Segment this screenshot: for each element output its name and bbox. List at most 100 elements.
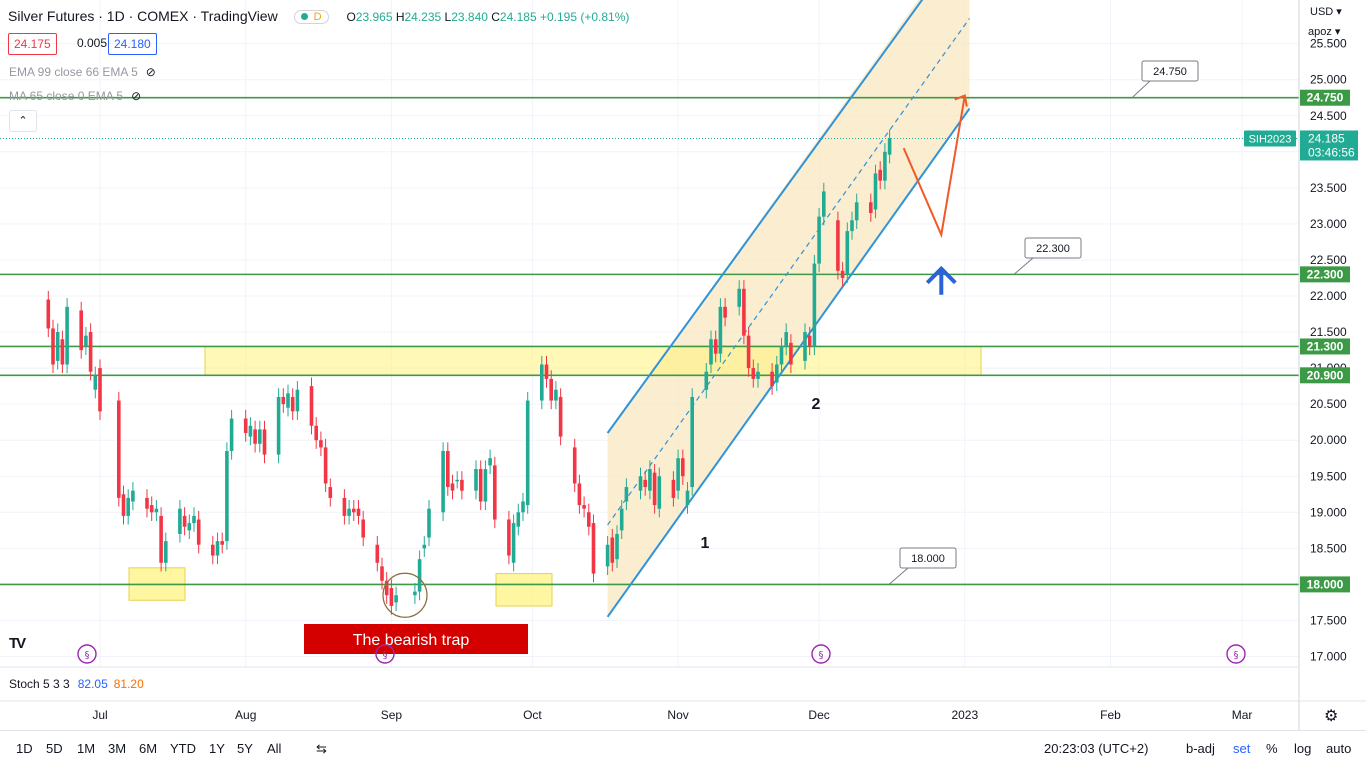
candle-body[interactable] (887, 138, 892, 155)
timeframe-3m[interactable]: 3M (108, 741, 127, 756)
candle-body[interactable] (756, 371, 760, 379)
candle-body[interactable] (648, 469, 652, 491)
candle-body[interactable] (192, 515, 196, 524)
candle-body[interactable] (187, 523, 192, 531)
candle-body[interactable] (483, 469, 488, 502)
buy-price-button[interactable]: 24.180 (108, 33, 157, 55)
timeframe-ytd[interactable]: YTD (170, 741, 196, 756)
candle-body[interactable] (685, 490, 690, 506)
market-status-badge[interactable]: D (293, 10, 329, 24)
candle-body[interactable] (822, 191, 826, 217)
candle-body[interactable] (196, 519, 201, 545)
candle-body[interactable] (441, 451, 445, 513)
dividend-icon[interactable] (1226, 644, 1246, 664)
timeframe-1d[interactable]: 1D (16, 741, 33, 756)
candle-body[interactable] (681, 458, 685, 477)
candle-body[interactable] (516, 512, 521, 527)
candle-body[interactable] (422, 544, 427, 549)
candle-body[interactable] (375, 544, 380, 563)
candle-body[interactable] (488, 458, 492, 466)
candle-body[interactable] (540, 364, 544, 401)
timeframe-all[interactable]: All (267, 741, 282, 756)
candle-body[interactable] (220, 541, 224, 545)
candle-body[interactable] (290, 396, 295, 412)
candle-body[interactable] (883, 151, 887, 181)
candle-body[interactable] (812, 263, 817, 347)
candle-body[interactable] (850, 220, 854, 232)
candle-body[interactable] (709, 339, 713, 365)
candle-body[interactable] (394, 595, 398, 603)
auto-scale-toggle[interactable]: auto (1326, 741, 1352, 756)
candle-body[interactable] (126, 497, 130, 516)
log-scale-toggle[interactable]: log (1294, 741, 1312, 756)
candle-body[interactable] (638, 476, 643, 491)
candle-body[interactable] (262, 429, 267, 455)
candle-body[interactable] (807, 335, 812, 347)
candle-body[interactable] (323, 447, 328, 484)
candle-body[interactable] (93, 375, 98, 390)
settlement-toggle[interactable]: set (1233, 741, 1251, 756)
candle-body[interactable] (88, 332, 93, 372)
candle-body[interactable] (389, 588, 394, 607)
candle-body[interactable] (784, 332, 788, 347)
candle-body[interactable] (840, 270, 845, 278)
candle-body[interactable] (145, 497, 149, 509)
candle-body[interactable] (474, 469, 478, 491)
candle-body[interactable] (121, 494, 126, 516)
dividend-icon[interactable] (375, 644, 395, 664)
candle-body[interactable] (361, 519, 365, 538)
candle-body[interactable] (347, 508, 351, 516)
candle-body[interactable] (117, 400, 121, 498)
candle-body[interactable] (159, 515, 163, 563)
candle-body[interactable] (587, 512, 591, 527)
candle-body[interactable] (460, 479, 464, 491)
candle-body[interactable] (605, 544, 610, 567)
callout-box[interactable] (1024, 237, 1082, 259)
candle-body[interactable] (79, 310, 83, 351)
candle-body[interactable] (413, 591, 417, 596)
candle-body[interactable] (746, 335, 751, 369)
channel-upper-line[interactable] (606, 0, 946, 434)
candle-body[interactable] (817, 216, 821, 264)
candle-body[interactable] (131, 490, 135, 502)
candle-body[interactable] (182, 515, 187, 527)
candle-body[interactable] (98, 368, 102, 412)
currency-selector[interactable]: USD ▾ (1310, 6, 1342, 18)
candle-body[interactable] (572, 447, 577, 484)
candle-body[interactable] (742, 288, 746, 336)
candle-body[interactable] (671, 479, 676, 498)
callout-box[interactable] (899, 547, 957, 569)
candle-body[interactable] (657, 476, 662, 509)
candle-body[interactable] (836, 220, 840, 271)
candle-body[interactable] (478, 469, 483, 502)
candle-body[interactable] (779, 346, 784, 365)
candle-body[interactable] (878, 169, 882, 181)
candle-body[interactable] (643, 479, 647, 488)
candle-body[interactable] (582, 505, 586, 509)
indicator-ma[interactable]: MA 65 close 0 EMA 5 ⊘ (9, 89, 141, 103)
candle-body[interactable] (65, 306, 69, 365)
candle-body[interactable] (328, 487, 333, 498)
candle-body[interactable] (619, 508, 624, 531)
candle-body[interactable] (380, 566, 384, 581)
candle-body[interactable] (281, 396, 286, 405)
candle-body[interactable] (178, 508, 182, 534)
candle-body[interactable] (384, 580, 389, 596)
candle-body[interactable] (713, 339, 718, 354)
candle-body[interactable] (417, 559, 422, 592)
candle-body[interactable] (770, 371, 774, 387)
candle-body[interactable] (253, 429, 257, 444)
candle-body[interactable] (544, 364, 549, 379)
candle-body[interactable] (46, 299, 51, 329)
candle-body[interactable] (690, 396, 694, 488)
candle-body[interactable] (718, 306, 723, 354)
candle-body[interactable] (577, 483, 582, 506)
candle-body[interactable] (869, 202, 873, 214)
candle-body[interactable] (789, 342, 793, 365)
candle-body[interactable] (225, 451, 229, 542)
candle-body[interactable] (84, 335, 88, 347)
candle-body[interactable] (276, 396, 281, 455)
candle-body[interactable] (248, 425, 253, 437)
indicator-ema[interactable]: EMA 99 close 66 EMA 5 ⊘ (9, 65, 156, 79)
